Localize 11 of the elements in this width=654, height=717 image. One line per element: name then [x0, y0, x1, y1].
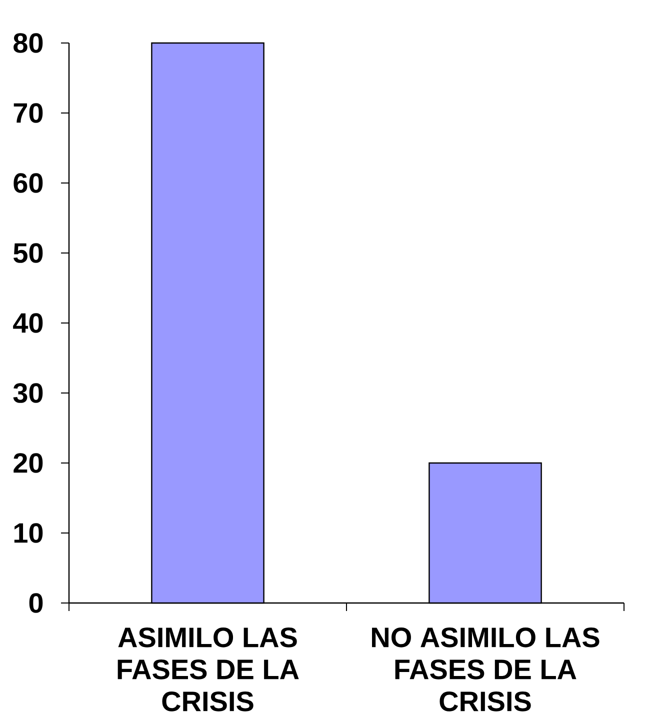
- y-tick-label: 80: [14, 33, 43, 53]
- y-tick-label: 70: [14, 103, 43, 123]
- y-tick-label: 0: [29, 593, 43, 613]
- y-tick-label: 20: [14, 453, 43, 473]
- y-tick-label: 30: [13, 383, 43, 403]
- x-tick-label: ASIMILO LAS FASES DE LA CRISIS: [118, 628, 299, 712]
- x-tick-label: NO ASIMILO LAS FASES DE LA CRISIS: [372, 628, 600, 712]
- y-tick-label: 10: [14, 523, 43, 543]
- y-tick-label: 50: [14, 243, 43, 263]
- y-tick-label: 40: [13, 313, 43, 333]
- y-tick-label: 60: [14, 173, 43, 193]
